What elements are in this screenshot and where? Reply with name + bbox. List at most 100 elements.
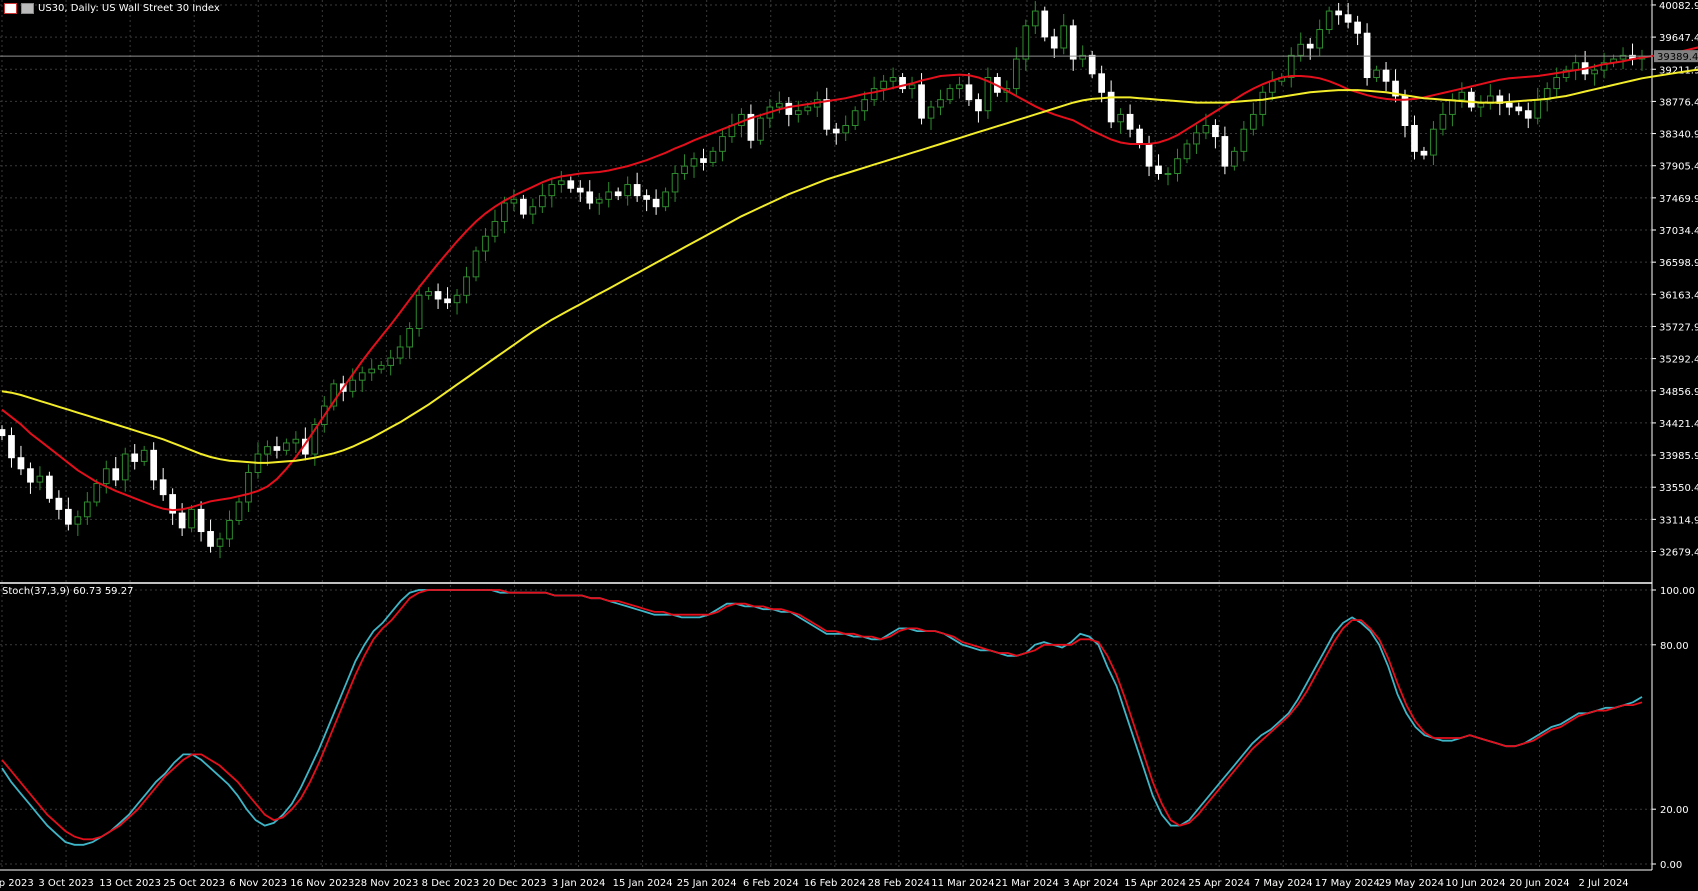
- x-tick-label: 10 Jun 2024: [1445, 878, 1505, 889]
- x-tick-label: 16 Feb 2024: [804, 878, 866, 889]
- x-tick-label: 6 Feb 2024: [743, 878, 799, 889]
- candle-body: [453, 294, 461, 304]
- candle-body: [1136, 128, 1143, 145]
- stoch-tick-label: 100.00: [1660, 586, 1695, 597]
- y-tick-label: 37905.4: [1659, 162, 1698, 173]
- candle-body: [188, 508, 195, 529]
- candle-body: [1079, 54, 1087, 60]
- candle-body: [1221, 136, 1229, 167]
- candle-body: [482, 235, 489, 252]
- candle-body: [804, 106, 812, 112]
- candle-body: [1306, 43, 1314, 49]
- candle-body: [178, 512, 186, 529]
- candle-body: [1145, 143, 1153, 167]
- candle-body: [197, 508, 205, 533]
- candle-body: [1107, 91, 1115, 123]
- candle-body: [510, 198, 518, 204]
- stoch-main-line: [1, 589, 1643, 846]
- candle-body: [775, 102, 783, 108]
- candle-body: [567, 180, 575, 189]
- ma-slow-line: [1, 68, 1698, 464]
- x-tick-label: 3 Oct 2023: [38, 878, 93, 889]
- candle-body: [102, 468, 110, 485]
- candle-body: [140, 449, 148, 462]
- ma-fast-line: [1, 46, 1698, 512]
- candle-body: [283, 442, 290, 451]
- candle-body: [1316, 29, 1324, 49]
- candle-body: [643, 195, 650, 200]
- candle-body: [842, 125, 850, 134]
- y-tick-label: 39647.4: [1659, 33, 1698, 44]
- candle-body: [937, 99, 944, 108]
- candle-body: [576, 187, 584, 193]
- candle-body: [1458, 91, 1466, 101]
- x-tick-label: 3 Jan 2024: [552, 878, 606, 889]
- x-tick-label: 2 Jul 2024: [1578, 878, 1628, 889]
- y-tick-label: 33985.9: [1659, 451, 1698, 462]
- candle-body: [472, 250, 480, 278]
- candle-body: [1031, 10, 1039, 27]
- candle-body: [27, 468, 34, 483]
- x-tick-label: 7 May 2024: [1254, 878, 1313, 889]
- candle-body: [245, 471, 252, 503]
- candle-body: [1420, 150, 1428, 156]
- candle-body: [1373, 69, 1380, 79]
- current-price-label: 39389.4: [1657, 52, 1698, 63]
- x-tick-label: 28 Feb 2024: [868, 878, 930, 889]
- candle-body: [121, 453, 129, 481]
- candle-body: [880, 80, 887, 90]
- candle-body: [1468, 91, 1475, 108]
- x-tick-label: 3 Apr 2024: [1063, 878, 1118, 889]
- y-tick-label: 35727.9: [1659, 322, 1698, 333]
- candle-body: [1098, 73, 1105, 93]
- candle-body: [434, 291, 442, 300]
- candle-body: [823, 99, 831, 130]
- candle-body: [8, 435, 15, 459]
- candle-body: [406, 328, 413, 348]
- candle-body: [1287, 54, 1295, 79]
- candle-body: [1117, 113, 1124, 123]
- candle-body: [377, 364, 385, 370]
- candle-body: [1335, 10, 1342, 16]
- candle-body: [557, 180, 565, 186]
- y-tick-label: 34421.4: [1659, 419, 1698, 430]
- candle-body: [1240, 128, 1248, 152]
- candle-body: [1449, 99, 1456, 115]
- candle-body: [396, 346, 404, 359]
- candle-body: [0, 429, 6, 437]
- candle-body: [1477, 102, 1485, 108]
- candle-body: [908, 84, 916, 90]
- y-tick-label: 37469.9: [1659, 194, 1698, 205]
- y-tick-label: 36598.9: [1659, 258, 1698, 269]
- candle-body: [586, 191, 594, 204]
- chart-title: US30, Daily: US Wall Street 30 Index: [38, 3, 220, 14]
- x-tick-label: 16 Nov 2023: [290, 878, 354, 889]
- candle-body: [349, 379, 357, 392]
- candle-body: [358, 372, 366, 381]
- candle-body: [671, 172, 679, 193]
- candle-body: [1183, 143, 1191, 160]
- candle-body: [548, 184, 556, 197]
- candle-body: [1411, 125, 1418, 152]
- candle-body: [1069, 25, 1077, 60]
- candle-body: [889, 77, 897, 82]
- candle-body: [851, 110, 859, 127]
- candle-body: [614, 191, 622, 197]
- current-price-tag: [1654, 50, 1698, 63]
- candle-body: [595, 198, 603, 204]
- y-tick-label: 38776.4: [1659, 97, 1698, 108]
- candle-body: [46, 475, 53, 499]
- candle-body: [1363, 32, 1371, 79]
- candle-body: [131, 453, 139, 462]
- candle-body: [65, 508, 72, 525]
- chart-window-icon: [4, 3, 17, 14]
- x-tick-label: 20 Jun 2024: [1509, 878, 1569, 889]
- candle-body: [150, 449, 158, 481]
- x-tick-label: 25 Apr 2024: [1188, 878, 1250, 889]
- candle-body: [747, 113, 755, 141]
- x-tick-label: 13 Oct 2023: [99, 878, 161, 889]
- candle-body: [918, 84, 925, 119]
- candle-body: [1354, 21, 1361, 34]
- candle-body: [1430, 128, 1437, 156]
- candle-body: [1022, 25, 1030, 60]
